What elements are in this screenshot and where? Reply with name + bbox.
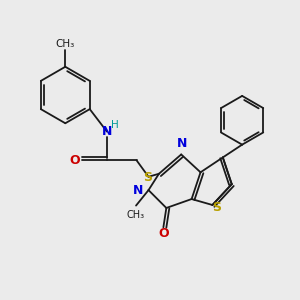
Text: H: H	[111, 120, 119, 130]
Text: O: O	[70, 154, 80, 167]
Text: N: N	[133, 184, 143, 196]
Text: CH₃: CH₃	[127, 210, 145, 220]
Text: N: N	[177, 137, 187, 150]
Text: O: O	[158, 227, 169, 240]
Text: N: N	[102, 125, 112, 138]
Text: S: S	[143, 171, 152, 184]
Text: CH₃: CH₃	[56, 39, 75, 49]
Text: S: S	[212, 201, 221, 214]
